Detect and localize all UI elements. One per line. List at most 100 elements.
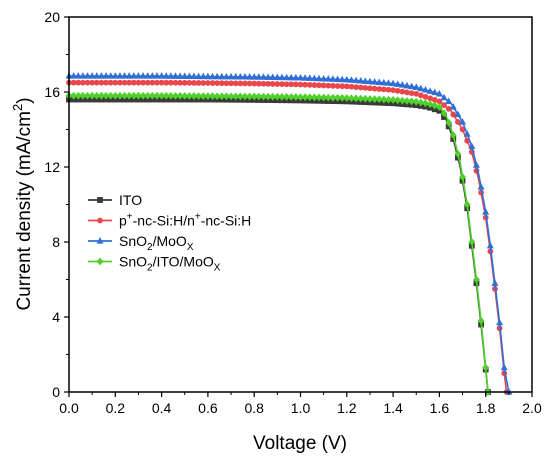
series-point <box>181 72 189 79</box>
series-point <box>417 98 425 107</box>
series-point <box>422 99 429 108</box>
series-point <box>88 91 96 100</box>
series-point <box>97 72 105 79</box>
series-point <box>468 238 476 246</box>
series-point <box>227 92 235 101</box>
series-point <box>440 109 448 118</box>
series-point <box>190 92 198 100</box>
series-point <box>394 80 402 87</box>
series-point <box>482 208 490 215</box>
series-point <box>334 93 341 102</box>
series-point <box>357 77 365 84</box>
series-point <box>352 76 360 84</box>
series-point <box>209 72 217 80</box>
x-tick-label: 0.2 <box>106 400 126 416</box>
series-point <box>213 72 221 80</box>
series-point <box>449 103 457 110</box>
series-point <box>408 82 416 90</box>
series-point <box>107 72 115 79</box>
y-axis-title-sup: 2 <box>10 104 25 111</box>
series-point <box>144 91 152 100</box>
series-point <box>260 92 267 101</box>
series-point <box>338 75 346 83</box>
legend-item: SnO2/ITO/MoOX <box>88 254 221 274</box>
series-point <box>70 91 78 100</box>
series-point <box>250 92 258 101</box>
legend-item: ITO <box>88 192 142 208</box>
y-tick-label: 0 <box>52 384 60 400</box>
legend-label-part: 2 <box>147 242 153 253</box>
series-point <box>84 91 91 100</box>
series-point <box>404 89 410 96</box>
series-point <box>102 72 110 79</box>
series-point <box>454 110 462 118</box>
series-point <box>98 91 105 100</box>
legend-label-part: + <box>195 212 201 223</box>
y-axis-title-main: Current density (mA/cm <box>14 111 35 311</box>
series-point <box>236 72 244 80</box>
series-point <box>273 73 281 81</box>
series-point <box>264 92 272 101</box>
series-point <box>306 93 314 102</box>
series-4 <box>65 91 492 396</box>
series-point <box>361 77 369 84</box>
series-point <box>273 92 281 101</box>
series-3 <box>65 72 513 395</box>
series-point <box>297 93 304 101</box>
series-point <box>79 72 87 79</box>
series-2 <box>66 79 510 395</box>
series-point <box>241 72 249 80</box>
series-point <box>472 161 480 168</box>
x-tick-label: 1.0 <box>291 400 311 416</box>
series-point <box>394 87 401 94</box>
x-tick-label: 0.6 <box>198 400 218 416</box>
series-point <box>426 100 434 109</box>
series-point <box>320 74 328 82</box>
series-point <box>199 92 207 100</box>
y-axis-title-tail: ) <box>14 97 35 103</box>
series-point <box>412 83 420 90</box>
legend-label-part: + <box>127 212 133 223</box>
series-point <box>496 318 504 326</box>
legend-label: ITO <box>119 192 142 208</box>
series-point <box>426 87 434 94</box>
y-tick-label: 20 <box>44 9 60 25</box>
series-point <box>445 118 453 127</box>
y-tick-label: 4 <box>52 309 60 325</box>
series-point <box>223 92 230 101</box>
series-point <box>389 96 397 104</box>
legend-label: SnO2/MoOX <box>119 233 194 253</box>
series-point <box>121 91 128 100</box>
series-point <box>463 130 471 137</box>
series-point <box>172 92 179 100</box>
series-point <box>310 74 318 82</box>
series-point <box>278 92 286 101</box>
series-point <box>375 95 383 104</box>
series-point <box>283 93 291 101</box>
series-point <box>116 91 124 100</box>
legend-label: p+-nc-Si:H/n+-nc-Si:H <box>119 212 251 229</box>
series-point <box>232 92 240 101</box>
series-point <box>218 72 226 80</box>
series-point <box>454 150 462 158</box>
series-point <box>459 173 466 181</box>
legend-label-part: /ITO/MoO <box>153 254 214 270</box>
series-point <box>408 97 416 106</box>
series-point <box>449 131 457 139</box>
series-point <box>264 73 272 80</box>
x-axis-title: Voltage (V) <box>253 433 347 454</box>
series-point <box>343 94 351 102</box>
series-point <box>134 72 142 79</box>
series-point <box>232 72 240 80</box>
series-point <box>199 72 207 80</box>
y-tick-label: 12 <box>44 159 60 175</box>
series-point <box>241 92 249 101</box>
series-point <box>259 73 267 80</box>
series-point <box>343 75 351 83</box>
x-tick-label: 1.2 <box>337 400 357 416</box>
series-point <box>250 73 258 80</box>
x-tick-label: 0.4 <box>152 400 172 416</box>
series-point <box>417 84 425 92</box>
x-tick-label: 0.8 <box>244 400 264 416</box>
series-point <box>111 72 119 79</box>
